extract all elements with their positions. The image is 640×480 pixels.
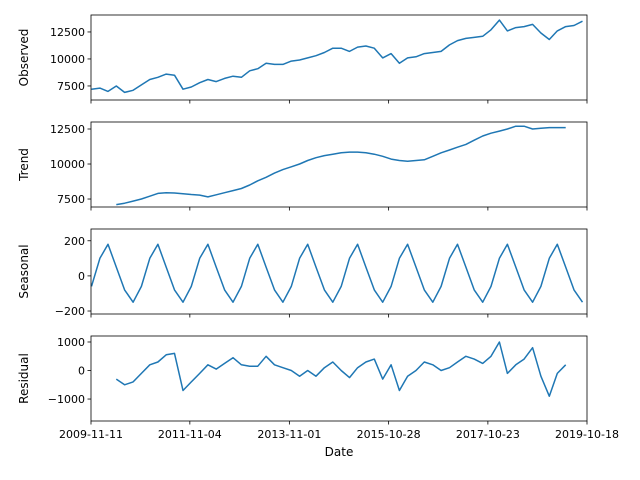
y-tick-label: 12500 [50, 26, 85, 39]
axes-frame [90, 335, 588, 422]
y-tick-label: 7500 [57, 193, 85, 206]
x-tick-label: 2015-10-28 [357, 428, 421, 441]
series-line [90, 243, 584, 303]
series-line [115, 341, 567, 397]
y-tick-label: 0 [78, 270, 85, 283]
x-tick-label: 2009-11-11 [59, 428, 123, 441]
y-tick-label: 12500 [50, 123, 85, 136]
y-tick-label: −1000 [48, 393, 85, 406]
axes-frame [90, 14, 588, 101]
y-tick-label: 10000 [50, 158, 85, 171]
y-tick-label: 200 [64, 235, 85, 248]
y-axis-label: Trend [17, 148, 31, 182]
x-axis-label: Date [325, 445, 354, 459]
x-tick-label: 2013-11-01 [257, 428, 321, 441]
series-line [91, 19, 583, 94]
axes-frame [90, 228, 588, 315]
y-tick-label: −200 [55, 305, 85, 318]
series-line [116, 125, 566, 206]
x-tick-label: 2011-11-04 [158, 428, 222, 441]
y-axis-label: Residual [17, 353, 31, 404]
axes-frame [90, 121, 588, 208]
y-tick-label: 10000 [50, 53, 85, 66]
y-tick-label: 1000 [57, 336, 85, 349]
y-tick-label: 0 [78, 365, 85, 378]
x-tick-label: 2017-10-23 [456, 428, 520, 441]
y-axis-label: Observed [17, 29, 31, 87]
y-axis-label: Seasonal [17, 244, 31, 298]
x-tick-label: 2019-10-18 [555, 428, 619, 441]
y-tick-label: 7500 [57, 80, 85, 93]
